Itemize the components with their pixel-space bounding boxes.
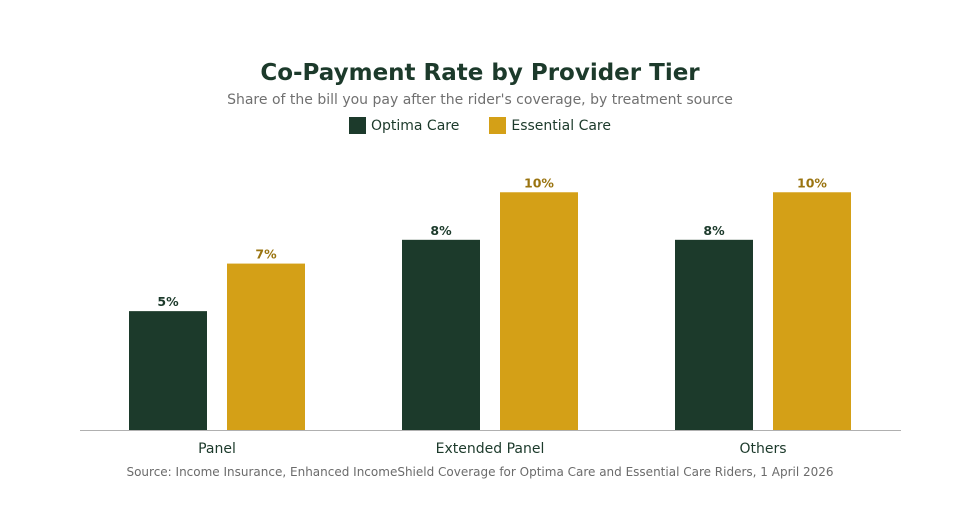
- bar-optima-care-extended-panel: [402, 239, 480, 430]
- chart-title: Co-Payment Rate by Provider Tier: [260, 60, 700, 86]
- data-label-optima-care-panel: 5%: [157, 294, 179, 309]
- legend-swatch-optima-care: [348, 117, 366, 134]
- legend-item-optima-care: Optima Care: [348, 117, 460, 134]
- data-label-optima-care-others: 8%: [703, 223, 725, 238]
- x-tick-label-extended-panel: Extended Panel: [436, 441, 545, 457]
- bar-optima-care-panel: [129, 311, 207, 430]
- source-note: Source: Income Insurance, Enhanced Incom…: [126, 465, 834, 479]
- x-tick-label-others: Others: [739, 441, 786, 457]
- bar-essential-care-panel: [227, 263, 305, 430]
- data-label-essential-care-extended-panel: 10%: [524, 175, 554, 190]
- data-label-optima-care-extended-panel: 8%: [430, 223, 452, 238]
- legend-label-essential-care: Essential Care: [511, 117, 611, 134]
- legend-label-optima-care: Optima Care: [370, 117, 460, 134]
- bar-essential-care-others: [773, 192, 851, 430]
- chart-legend: Optima Care Essential Care: [0, 117, 960, 134]
- legend-swatch-essential-care: [489, 117, 507, 134]
- chart-subtitle: Share of the bill you pay after the ride…: [227, 92, 733, 108]
- bar-optima-care-others: [675, 239, 753, 430]
- data-label-essential-care-panel: 7%: [255, 247, 277, 262]
- data-label-essential-care-others: 10%: [797, 175, 827, 190]
- x-tick-label-panel: Panel: [198, 441, 236, 457]
- bar-essential-care-extended-panel: [500, 192, 578, 430]
- legend-item-essential-care: Essential Care: [489, 117, 611, 134]
